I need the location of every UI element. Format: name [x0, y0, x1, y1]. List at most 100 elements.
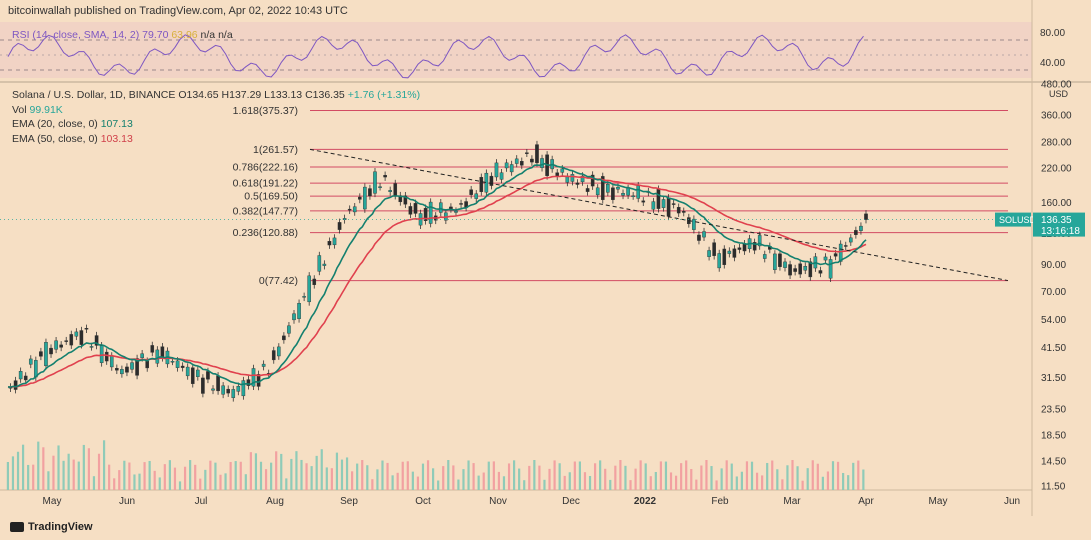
fib-level-label: 0.236(120.88): [233, 227, 298, 239]
time-tick-label: Dec: [562, 496, 580, 507]
volume-bar: [391, 475, 394, 490]
candle-down: [368, 188, 372, 197]
volume-bar: [533, 460, 536, 490]
candle-up: [185, 366, 190, 377]
candle-down: [145, 360, 150, 369]
volume-bar: [37, 441, 40, 490]
volume-bar: [305, 463, 308, 490]
volume-bar: [609, 479, 612, 490]
candle-down: [469, 189, 473, 195]
candle-up: [560, 168, 565, 173]
volume-bar: [67, 453, 70, 490]
candle-up: [707, 250, 711, 257]
candle-down: [423, 208, 428, 221]
candle-down: [94, 335, 99, 346]
rsi-legend[interactable]: RSI (14, close, SMA, 14, 2) 79.70 63.96 …: [12, 29, 233, 41]
volume-bar: [558, 463, 561, 490]
candle-down: [525, 152, 529, 154]
rsi-line: [7, 34, 864, 79]
candle-up: [231, 389, 236, 398]
candle-up: [378, 186, 382, 188]
time-tick-label: May: [929, 496, 948, 507]
candle-up: [494, 162, 499, 178]
volume-bar: [249, 452, 252, 490]
candle-up: [322, 263, 327, 266]
candle-up: [297, 303, 301, 319]
time-tick-label: Jun: [119, 496, 135, 507]
fib-level-label: 0.382(147.77): [233, 205, 298, 217]
volume-bar: [224, 473, 227, 490]
volume-bar: [325, 467, 328, 490]
candle-up: [44, 342, 48, 367]
volume-bar: [128, 462, 131, 490]
volume-bar: [290, 458, 293, 490]
ohlc-high: H137.29: [221, 89, 262, 101]
volume-bar: [153, 470, 156, 490]
candle-up: [373, 171, 377, 194]
volume-bar: [705, 460, 708, 490]
volume-bar: [467, 460, 470, 490]
volume-bar: [690, 469, 693, 490]
volume-label: Vol: [12, 103, 27, 116]
candle-down: [737, 247, 742, 250]
volume-bar: [750, 461, 754, 490]
symbol-tag-bg: [995, 212, 1031, 227]
candle-down: [150, 345, 155, 353]
candle-up: [828, 259, 833, 279]
volume-bar: [295, 451, 298, 490]
volume-bar: [685, 460, 688, 490]
candle-down: [752, 242, 757, 251]
volume-bar: [204, 469, 207, 490]
volume-bar: [761, 475, 764, 490]
candle-down: [347, 208, 352, 211]
candle-down: [575, 182, 580, 185]
volume-bar: [573, 461, 576, 490]
candle-down: [125, 366, 129, 373]
candle-up: [540, 158, 544, 168]
candle-down: [712, 242, 716, 256]
ema50-label: EMA (50, close, 0): [12, 132, 98, 145]
volume-bar: [219, 474, 222, 490]
price-tick-label: 220.00: [1041, 164, 1072, 175]
candle-down: [216, 375, 220, 392]
volume-bar: [599, 460, 602, 490]
volume-bar: [624, 465, 627, 490]
price-tick-label: 54.00: [1041, 315, 1066, 326]
volume-bar: [518, 468, 521, 490]
price-tick-label: 280.00: [1041, 138, 1072, 149]
candle-up: [692, 218, 696, 230]
candle-up: [196, 369, 200, 377]
candle-down: [23, 375, 28, 381]
price-legend[interactable]: Solana / U.S. Dollar, 1D, BINANCE O134.6…: [12, 88, 420, 146]
volume-bar: [553, 460, 556, 490]
candle-up: [762, 254, 767, 259]
candle-down: [798, 263, 802, 275]
volume-bar: [356, 463, 359, 490]
symbol-row: Solana / U.S. Dollar, 1D, BINANCE O134.6…: [12, 88, 420, 103]
candle-down: [160, 346, 165, 358]
price-tick-label: 90.00: [1041, 260, 1066, 271]
volume-bar: [178, 481, 182, 490]
time-tick-label: Apr: [858, 496, 874, 507]
volume-bar: [710, 466, 713, 490]
volume-bar: [462, 469, 465, 490]
ema20-value: 107.13: [100, 118, 133, 130]
tradingview-logo[interactable]: TradingView: [10, 521, 93, 533]
volume-bar: [47, 471, 50, 490]
volume-bar: [776, 469, 779, 490]
volume-bar: [77, 461, 80, 490]
volume-bar: [538, 465, 541, 490]
volume-bar: [700, 465, 703, 490]
candle-down: [854, 230, 858, 235]
candle-up: [221, 385, 225, 395]
candle-down: [383, 175, 387, 178]
candle-down: [13, 380, 18, 390]
volume-bar: [487, 461, 490, 490]
volume-bar: [796, 466, 799, 490]
volume-bar: [158, 477, 161, 490]
candle-up: [332, 237, 337, 246]
candle-up: [773, 253, 777, 270]
volume-bar: [725, 460, 728, 490]
volume-bar: [842, 472, 845, 490]
